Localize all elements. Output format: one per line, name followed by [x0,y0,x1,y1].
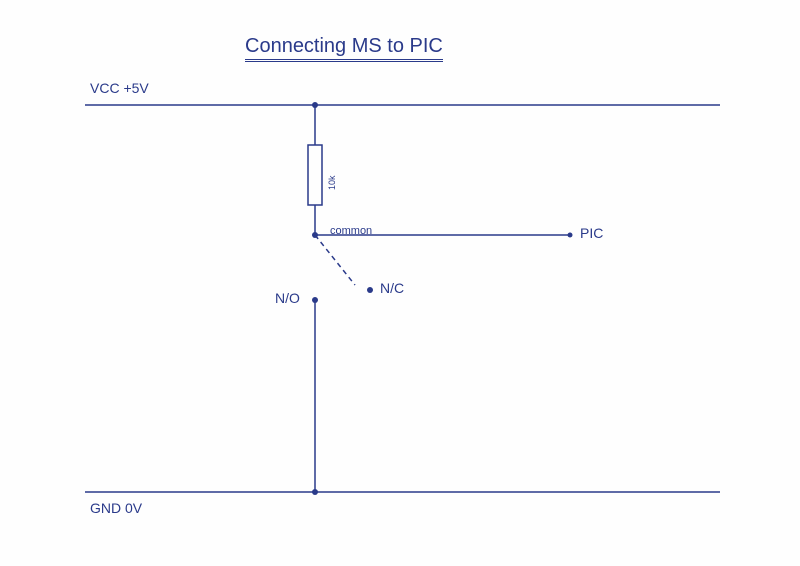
common-label: common [330,225,372,237]
pic-label: PIC [580,225,603,241]
diagram-title: Connecting MS to PIC [245,35,443,58]
resistor-label: 10k [327,175,337,190]
nc-label: N/C [380,280,404,296]
gnd-label: GND 0V [90,500,142,516]
vcc-label: VCC +5V [90,80,149,96]
no-label: N/O [275,290,300,306]
